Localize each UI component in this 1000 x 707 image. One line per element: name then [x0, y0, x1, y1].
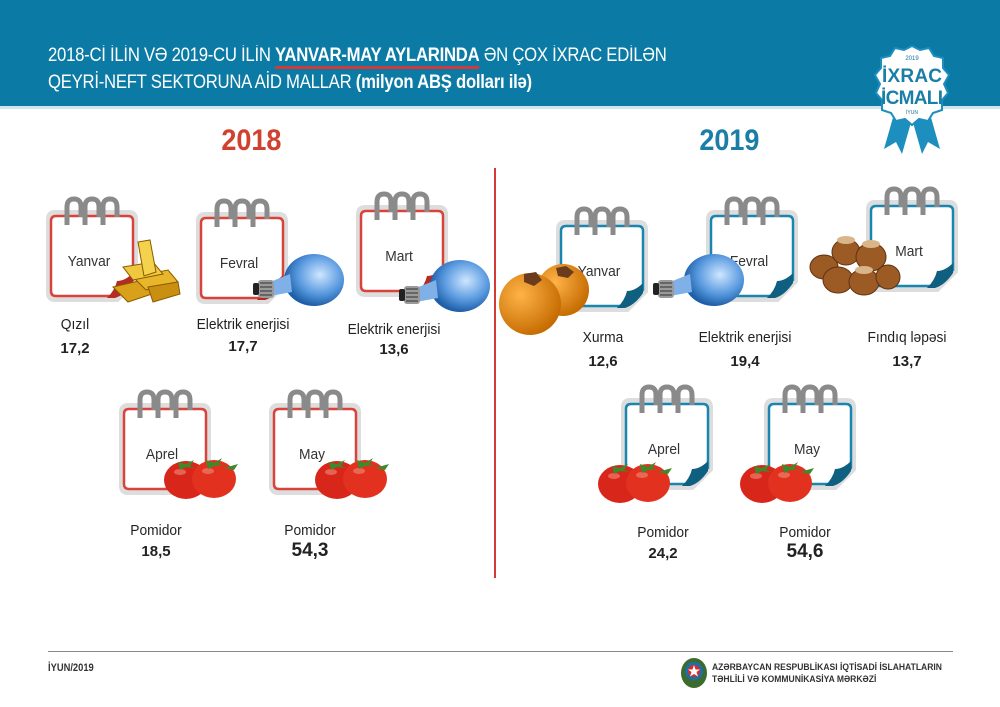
- month-label: Aprel: [647, 441, 681, 458]
- export-value: 19,4: [730, 353, 760, 370]
- product-name: Elektrik enerjisi: [698, 329, 792, 346]
- tomato-icon: [162, 452, 242, 507]
- state-emblem-icon: [681, 658, 707, 688]
- month-label: May: [298, 446, 326, 463]
- svg-text:2019: 2019: [905, 56, 919, 62]
- product-name: Elektrik enerjisi: [196, 316, 290, 333]
- title-unit: (milyon ABŞ dolları ilə): [355, 72, 532, 93]
- month-label: Mart: [385, 248, 413, 265]
- product-name: Pomidor: [779, 524, 831, 541]
- title-highlight: YANVAR-MAY AYLARINDA: [275, 45, 480, 69]
- month-label: Yanvar: [67, 253, 111, 270]
- product-name: Qızıl: [60, 316, 90, 333]
- light-bulb-icon: [398, 258, 493, 328]
- hazelnut-icon: [806, 232, 901, 307]
- header-banner: 2018-Cİ İLİN VƏ 2019-CU İLİN YANVAR-MAY …: [0, 0, 1000, 109]
- export-value: 12,6: [588, 353, 618, 370]
- year-2018-heading: 2018: [221, 124, 282, 157]
- export-value: 24,2: [648, 545, 678, 562]
- org-line: TƏHLİLİ VƏ KOMMUNİKASİYA MƏRKƏZİ: [712, 674, 877, 685]
- month-label: Yanvar: [577, 263, 621, 280]
- svg-text:İYUN: İYUN: [906, 109, 918, 116]
- tomato-icon: [738, 456, 818, 511]
- month-label: Fevral: [729, 253, 769, 270]
- footer-date: İYUN/2019: [48, 662, 94, 674]
- svg-text:İXRAC: İXRAC: [882, 66, 942, 87]
- tomato-icon: [313, 452, 393, 507]
- page-title: 2018-Cİ İLİN VƏ 2019-CU İLİN YANVAR-MAY …: [48, 42, 667, 96]
- ixrac-icmali-badge: 2019 İXRAC İCMALI İYUN: [872, 44, 952, 154]
- title-text: ƏN ÇOX İXRAC EDİLƏN: [479, 45, 667, 66]
- light-bulb-icon: [652, 252, 747, 322]
- title-text: QEYRİ-NEFT SEKTORUNA AİD MALLAR: [48, 72, 356, 93]
- persimmon-icon: [498, 262, 593, 342]
- product-name: Elektrik enerjisi: [347, 321, 441, 338]
- org-line: AZƏRBAYCAN RESPUBLİKASI İQTİSADİ İSLAHAT…: [712, 662, 942, 673]
- calendar-2018-mart: Mart: [355, 190, 455, 305]
- export-value: 18,5: [141, 543, 171, 560]
- gold-bars-icon: [108, 232, 183, 317]
- month-label: Mart: [895, 243, 923, 260]
- product-name: Xurma: [582, 329, 624, 346]
- export-value: 54,6: [786, 541, 824, 562]
- product-name: Pomidor: [637, 524, 689, 541]
- calendar-2018-yanvar: Yanvar: [45, 195, 145, 310]
- month-label: Fevral: [219, 255, 259, 272]
- product-name: Pomidor: [284, 522, 336, 539]
- year-divider: [494, 168, 496, 578]
- month-label: May: [793, 441, 821, 458]
- light-bulb-icon: [252, 252, 347, 322]
- footer-divider: [48, 651, 953, 652]
- export-value: 13,7: [892, 353, 922, 370]
- calendar-2018-fevral: Fevral: [195, 197, 295, 312]
- year-2019-heading: 2019: [699, 124, 760, 157]
- export-value: 17,7: [228, 338, 258, 355]
- export-value: 17,2: [60, 340, 90, 357]
- export-value: 13,6: [379, 341, 409, 358]
- product-name: Fındıq ləpəsi: [867, 329, 947, 346]
- month-label: Aprel: [145, 446, 179, 463]
- svg-text:İCMALI: İCMALI: [881, 88, 943, 109]
- footer-organization: AZƏRBAYCAN RESPUBLİKASI İQTİSADİ İSLAHAT…: [712, 662, 942, 686]
- tomato-icon: [596, 456, 676, 511]
- export-value: 54,3: [291, 540, 329, 561]
- product-name: Pomidor: [130, 522, 182, 539]
- title-text: 2018-Cİ İLİN VƏ 2019-CU İLİN: [48, 45, 276, 66]
